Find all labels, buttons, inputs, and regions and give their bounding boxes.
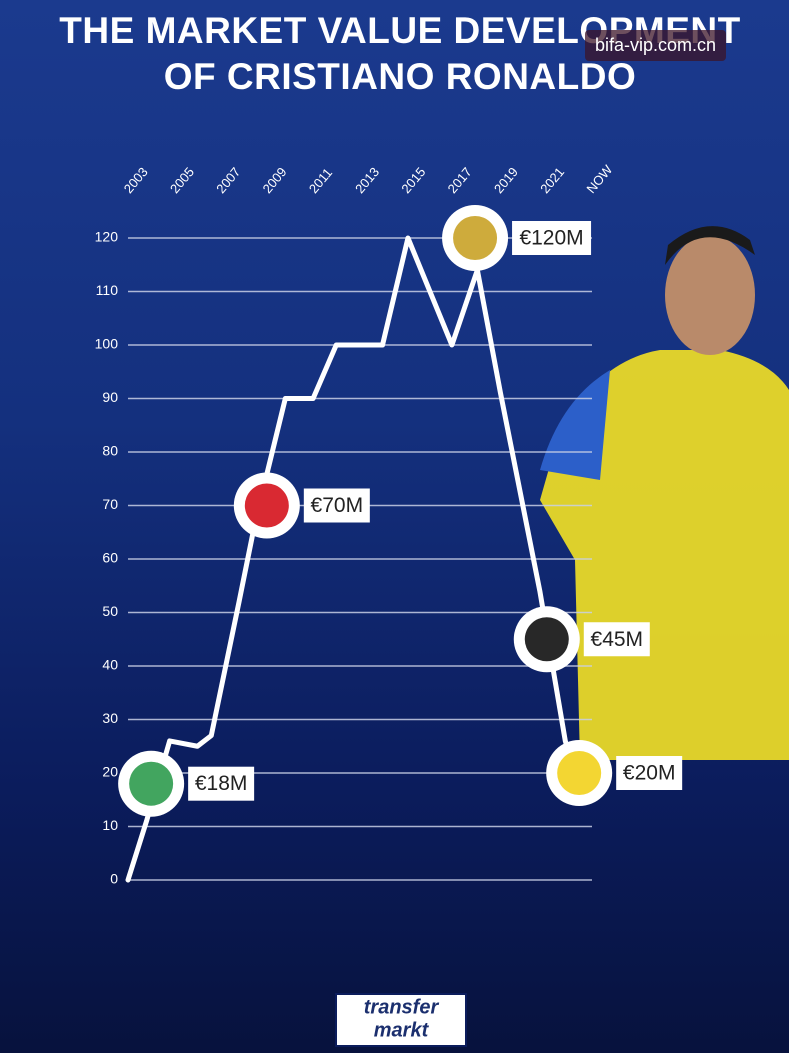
x-tick-label: NOW <box>583 162 615 197</box>
y-tick-label: 120 <box>95 229 119 245</box>
x-tick-label: 2011 <box>306 165 335 196</box>
logo-text: markt <box>374 1019 430 1041</box>
value-line <box>125 235 578 883</box>
y-tick-label: 30 <box>102 710 118 726</box>
y-tick-label: 110 <box>96 282 119 298</box>
value-label-box <box>616 756 683 790</box>
player-figure <box>540 226 789 760</box>
x-tick-label: 2003 <box>121 164 151 196</box>
y-tick-label: 80 <box>102 443 118 459</box>
y-tick-label: 100 <box>95 336 119 352</box>
x-tick-label: 2007 <box>213 164 243 196</box>
y-tick-label: 60 <box>102 550 118 566</box>
club-crest <box>453 216 498 260</box>
value-label: €120M <box>519 227 583 250</box>
x-tick-label: 2013 <box>352 164 382 196</box>
club-crest <box>244 483 289 528</box>
value-label: €20M <box>623 762 676 785</box>
value-label-box <box>583 622 650 657</box>
value-label-box <box>512 221 592 255</box>
y-tick-label: 0 <box>110 871 118 887</box>
x-tick-label: 2009 <box>260 164 290 196</box>
x-tick-label: 2005 <box>167 164 197 196</box>
value-label-box <box>188 766 255 801</box>
y-tick-label: 90 <box>102 389 118 405</box>
x-tick-label: 2021 <box>537 164 567 196</box>
x-tick-label: 2017 <box>445 164 475 196</box>
source-logo: transfer markt <box>335 993 467 1047</box>
y-tick-label: 40 <box>102 657 118 673</box>
value-label: €45M <box>591 628 644 651</box>
club-crest <box>524 617 569 662</box>
club-crest <box>557 751 602 795</box>
y-tick-label: 50 <box>102 603 118 619</box>
x-tick-label: 2019 <box>491 164 521 196</box>
watermark: bifa-vip.com.cn <box>585 30 727 61</box>
logo-text: transfer <box>364 996 440 1018</box>
value-label: €18M <box>195 772 248 795</box>
value-label-box <box>303 488 370 523</box>
y-tick-label: 10 <box>102 817 118 833</box>
y-tick-label: 20 <box>102 764 118 780</box>
x-tick-label: 2015 <box>398 164 428 196</box>
y-tick-label: 70 <box>102 496 118 512</box>
club-crest <box>129 761 174 806</box>
value-label: €70M <box>311 494 364 517</box>
